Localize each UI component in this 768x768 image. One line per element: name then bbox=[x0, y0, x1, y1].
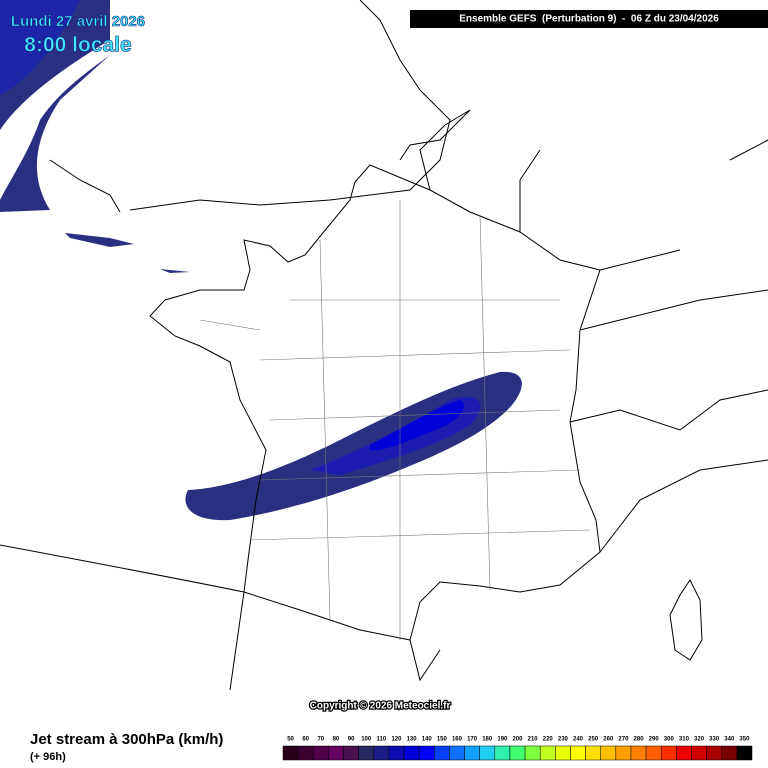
legend-label: 350 bbox=[739, 737, 750, 743]
coastline-corsica bbox=[669, 579, 703, 661]
legend-swatch bbox=[706, 745, 722, 761]
legend-swatch bbox=[464, 745, 480, 761]
legend-swatch bbox=[434, 745, 450, 761]
legend-swatch bbox=[676, 745, 692, 761]
legend-label: 330 bbox=[709, 737, 720, 743]
legend-swatch bbox=[660, 745, 677, 761]
header-box bbox=[410, 10, 768, 28]
legend-swatch bbox=[282, 745, 299, 761]
department-lines bbox=[199, 200, 591, 640]
legend-label: 80 bbox=[333, 737, 340, 743]
coastline bbox=[399, 109, 768, 161]
legend-label: 70 bbox=[317, 737, 324, 743]
legend-label: 230 bbox=[558, 737, 569, 743]
legend-label: 290 bbox=[649, 737, 660, 743]
title-date: Lundi 27 avril 2026 bbox=[11, 13, 145, 30]
legend-label: 110 bbox=[376, 737, 386, 743]
legend-swatch bbox=[418, 745, 435, 761]
legend-label: 220 bbox=[543, 737, 554, 743]
coastline-france bbox=[149, 164, 601, 641]
legend-swatch bbox=[479, 745, 496, 761]
legend-swatch bbox=[555, 745, 571, 761]
legend-swatch bbox=[509, 745, 526, 761]
legend-label: 100 bbox=[361, 737, 372, 743]
legend-swatch bbox=[297, 745, 314, 761]
legend-swatch bbox=[645, 745, 662, 761]
legend-swatch bbox=[524, 745, 541, 761]
legend-swatch bbox=[358, 745, 375, 761]
legend-swatch bbox=[449, 745, 465, 761]
footer-label: Jet stream à 300hPa (km/h) bbox=[30, 731, 223, 748]
legend-swatch bbox=[328, 745, 344, 761]
legend-swatch bbox=[494, 745, 511, 761]
header: Ensemble GEFS (Perturbation 9) - 06 Z du… bbox=[459, 14, 719, 25]
legend-swatch bbox=[403, 745, 420, 761]
legend-label: 270 bbox=[618, 737, 629, 743]
legend-label: 60 bbox=[302, 737, 309, 743]
coastline-uk bbox=[49, 0, 451, 213]
legend-swatch bbox=[736, 745, 753, 761]
jet-patch bbox=[65, 233, 134, 247]
legend-swatch bbox=[343, 745, 359, 761]
jet-patch bbox=[160, 269, 190, 273]
legend-label: 300 bbox=[664, 737, 675, 743]
legend-label: 50 bbox=[287, 737, 294, 743]
legend-label: 150 bbox=[437, 737, 448, 743]
copyright: Copyright © 2026 Meteociel.fr bbox=[310, 701, 451, 712]
jet-area bbox=[185, 371, 522, 521]
coastline-spain bbox=[0, 544, 441, 691]
legend-label: 340 bbox=[724, 737, 735, 743]
legend-swatch bbox=[313, 745, 329, 761]
border bbox=[419, 109, 768, 553]
legend-swatch bbox=[373, 745, 390, 761]
legend-swatch bbox=[691, 745, 707, 761]
legend-label: 260 bbox=[603, 737, 614, 743]
legend-label: 170 bbox=[467, 737, 478, 743]
title-time: 8:00 locale bbox=[24, 34, 131, 57]
jet-core-nw bbox=[0, 0, 80, 95]
legend-label: 120 bbox=[391, 737, 402, 743]
jet-core-inner bbox=[370, 400, 464, 451]
color-legend: 50 60 70 80 90 100 110 120 130 140 150 160 170 180 190… bbox=[282, 737, 753, 761]
legend-swatch bbox=[600, 745, 617, 761]
legend-label: 250 bbox=[588, 737, 599, 743]
legend-swatch bbox=[570, 745, 586, 761]
legend-swatch bbox=[388, 745, 405, 761]
legend-label: 130 bbox=[407, 737, 418, 743]
legend-label: 90 bbox=[348, 737, 355, 743]
legend-label: 140 bbox=[422, 737, 433, 743]
legend-label: 200 bbox=[512, 737, 523, 743]
footer-lead: (+ 96h) bbox=[30, 751, 66, 763]
legend-label: 160 bbox=[452, 737, 463, 743]
legend-swatch bbox=[721, 745, 738, 761]
legend-swatch bbox=[630, 745, 647, 761]
legend-label: 320 bbox=[694, 737, 705, 743]
legend-swatch bbox=[615, 745, 632, 761]
legend-label: 310 bbox=[679, 737, 690, 743]
legend-label: 240 bbox=[573, 737, 584, 743]
legend-label: 280 bbox=[634, 737, 645, 743]
legend-label: 210 bbox=[528, 737, 539, 743]
legend-label: 180 bbox=[482, 737, 493, 743]
legend-swatch bbox=[585, 745, 601, 761]
legend-label: 190 bbox=[497, 737, 508, 743]
legend-swatch bbox=[539, 745, 556, 761]
